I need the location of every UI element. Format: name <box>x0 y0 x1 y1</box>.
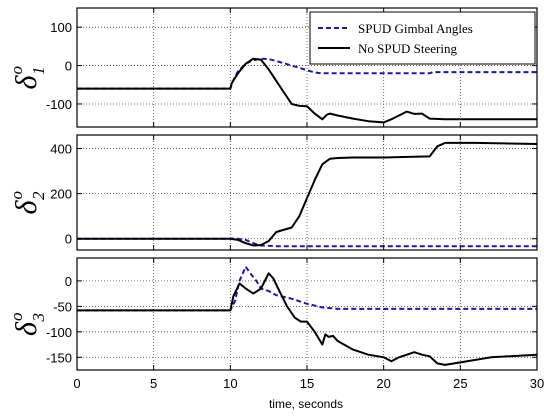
y-axis-label: δo 1 <box>7 66 48 89</box>
y-tick-label: -150 <box>46 350 72 365</box>
x-tick-label: 25 <box>453 376 467 391</box>
subplot-2: 400 200 0 δo 2 <box>7 134 538 251</box>
y-tick-label: 0 <box>65 274 72 289</box>
y-tick-label: -100 <box>46 97 72 112</box>
y-axis-label: δo 2 <box>7 191 48 214</box>
y-tick-label: 0 <box>65 59 72 74</box>
series-spud-gimbal-angles-1 <box>77 57 537 90</box>
series-no-spud-steering-3 <box>77 272 538 366</box>
y-tick-label: 100 <box>50 20 72 35</box>
y-tick-label: 400 <box>50 142 72 157</box>
x-tick-label: 5 <box>150 376 157 391</box>
plot-area <box>77 258 537 370</box>
subplot-3: 0 -50 -100 -150 δo 3 <box>7 257 538 371</box>
x-tick-label: 0 <box>73 376 80 391</box>
series-no-spud-steering-2 <box>77 141 538 247</box>
legend-box <box>309 11 536 65</box>
series-no-spud-steering-1 <box>77 57 537 124</box>
x-tick-label: 15 <box>300 376 314 391</box>
y-tick-label: -100 <box>46 325 72 340</box>
x-tick-label: 10 <box>223 376 237 391</box>
x-tick-label: 30 <box>530 376 544 391</box>
x-tick-label: 20 <box>376 376 390 391</box>
legend-label-nospud: No SPUD Steering <box>358 41 457 56</box>
y-axis-label: δo 3 <box>7 313 48 336</box>
y-tick-label: -50 <box>53 299 72 314</box>
legend-label-spud: SPUD Gimbal Angles <box>358 21 473 36</box>
y-tick-label: 200 <box>50 187 72 202</box>
x-axis-label: time, seconds <box>269 397 343 411</box>
y-tick-label: 0 <box>65 232 72 247</box>
legend: SPUD Gimbal Angles No SPUD Steering <box>309 11 536 65</box>
